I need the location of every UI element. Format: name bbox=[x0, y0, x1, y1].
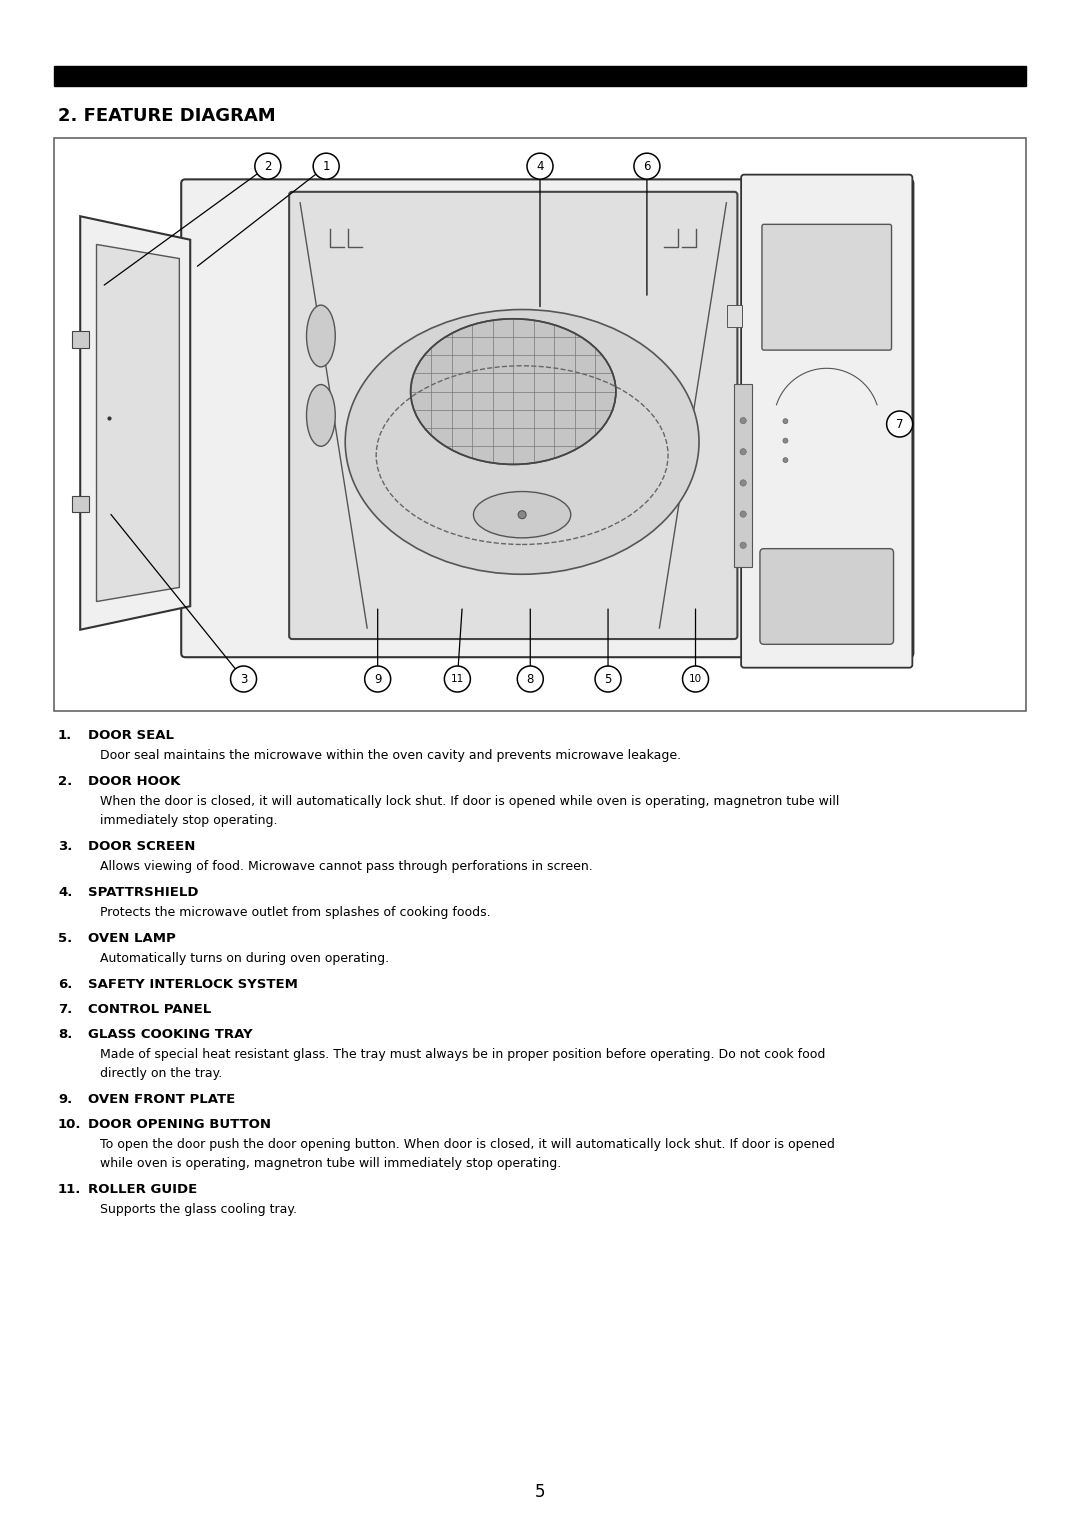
Bar bbox=[54, 138, 1026, 711]
Text: 6: 6 bbox=[644, 159, 650, 173]
Text: 11: 11 bbox=[450, 674, 464, 685]
Circle shape bbox=[740, 510, 746, 518]
Text: GLASS COOKING TRAY: GLASS COOKING TRAY bbox=[87, 1027, 253, 1041]
Text: When the door is closed, it will automatically lock shut. If door is opened whil: When the door is closed, it will automat… bbox=[100, 795, 839, 807]
Text: CONTROL PANEL: CONTROL PANEL bbox=[87, 1002, 212, 1016]
Text: while oven is operating, magnetron tube will immediately stop operating.: while oven is operating, magnetron tube … bbox=[100, 1157, 562, 1169]
Text: 7.: 7. bbox=[58, 1002, 72, 1016]
Bar bbox=[71, 495, 89, 512]
Text: 4.: 4. bbox=[58, 886, 72, 898]
Ellipse shape bbox=[410, 319, 616, 465]
Circle shape bbox=[595, 666, 621, 692]
FancyBboxPatch shape bbox=[181, 179, 914, 657]
Circle shape bbox=[887, 411, 913, 437]
Text: directly on the tray.: directly on the tray. bbox=[100, 1067, 222, 1079]
Text: immediately stop operating.: immediately stop operating. bbox=[100, 813, 278, 827]
Circle shape bbox=[527, 153, 553, 179]
Ellipse shape bbox=[307, 306, 335, 367]
FancyBboxPatch shape bbox=[741, 174, 913, 668]
Text: 1.: 1. bbox=[58, 729, 72, 741]
Circle shape bbox=[783, 419, 788, 423]
Ellipse shape bbox=[307, 385, 335, 446]
Circle shape bbox=[313, 153, 339, 179]
Text: 9: 9 bbox=[374, 672, 381, 686]
Circle shape bbox=[230, 666, 257, 692]
Text: 5: 5 bbox=[535, 1484, 545, 1500]
Text: Supports the glass cooling tray.: Supports the glass cooling tray. bbox=[100, 1203, 297, 1215]
Text: 5.: 5. bbox=[58, 932, 72, 944]
Bar bbox=[727, 304, 742, 327]
Text: 10.: 10. bbox=[58, 1117, 81, 1131]
Circle shape bbox=[740, 417, 746, 423]
Circle shape bbox=[255, 153, 281, 179]
Text: 4: 4 bbox=[537, 159, 543, 173]
FancyBboxPatch shape bbox=[289, 193, 738, 639]
Circle shape bbox=[444, 666, 471, 692]
Text: SAFETY INTERLOCK SYSTEM: SAFETY INTERLOCK SYSTEM bbox=[87, 978, 298, 990]
Bar bbox=[734, 384, 752, 567]
Bar bbox=[54, 66, 1026, 86]
Circle shape bbox=[740, 449, 746, 455]
Text: 7: 7 bbox=[896, 417, 903, 431]
Text: OVEN FRONT PLATE: OVEN FRONT PLATE bbox=[87, 1093, 235, 1106]
Text: DOOR SEAL: DOOR SEAL bbox=[87, 729, 174, 741]
Text: DOOR HOOK: DOOR HOOK bbox=[87, 775, 180, 787]
Text: Allows viewing of food. Microwave cannot pass through perforations in screen.: Allows viewing of food. Microwave cannot… bbox=[100, 860, 593, 872]
Text: Automatically turns on during oven operating.: Automatically turns on during oven opera… bbox=[100, 952, 389, 964]
Circle shape bbox=[518, 510, 526, 518]
Text: 3.: 3. bbox=[58, 839, 72, 853]
Text: 6.: 6. bbox=[58, 978, 72, 990]
Text: 5: 5 bbox=[605, 672, 611, 686]
Circle shape bbox=[365, 666, 391, 692]
Text: 8: 8 bbox=[527, 672, 534, 686]
Circle shape bbox=[517, 666, 543, 692]
Circle shape bbox=[740, 480, 746, 486]
Text: 2. FEATURE DIAGRAM: 2. FEATURE DIAGRAM bbox=[58, 107, 275, 125]
Text: SPATTRSHIELD: SPATTRSHIELD bbox=[87, 886, 199, 898]
Text: 1: 1 bbox=[323, 159, 329, 173]
Text: 2: 2 bbox=[265, 159, 271, 173]
FancyBboxPatch shape bbox=[762, 225, 891, 350]
Polygon shape bbox=[80, 217, 190, 630]
Polygon shape bbox=[96, 244, 179, 602]
Text: Made of special heat resistant glass. The tray must always be in proper position: Made of special heat resistant glass. Th… bbox=[100, 1048, 825, 1060]
Text: 2.: 2. bbox=[58, 775, 72, 787]
Circle shape bbox=[683, 666, 708, 692]
Ellipse shape bbox=[346, 310, 699, 575]
FancyBboxPatch shape bbox=[760, 549, 893, 645]
Text: 3: 3 bbox=[240, 672, 247, 686]
Text: 10: 10 bbox=[689, 674, 702, 685]
Text: DOOR SCREEN: DOOR SCREEN bbox=[87, 839, 195, 853]
Circle shape bbox=[634, 153, 660, 179]
Text: DOOR OPENING BUTTON: DOOR OPENING BUTTON bbox=[87, 1117, 271, 1131]
Text: ROLLER GUIDE: ROLLER GUIDE bbox=[87, 1183, 198, 1195]
Text: OVEN LAMP: OVEN LAMP bbox=[87, 932, 176, 944]
Circle shape bbox=[740, 542, 746, 549]
Ellipse shape bbox=[473, 492, 570, 538]
Circle shape bbox=[783, 439, 788, 443]
Circle shape bbox=[783, 457, 788, 463]
Text: 8.: 8. bbox=[58, 1027, 72, 1041]
Text: Protects the microwave outlet from splashes of cooking foods.: Protects the microwave outlet from splas… bbox=[100, 906, 490, 918]
Text: To open the door push the door opening button. When door is closed, it will auto: To open the door push the door opening b… bbox=[100, 1137, 835, 1151]
Text: 9.: 9. bbox=[58, 1093, 72, 1106]
Text: 11.: 11. bbox=[58, 1183, 81, 1195]
Bar bbox=[71, 332, 89, 348]
Text: Door seal maintains the microwave within the oven cavity and prevents microwave : Door seal maintains the microwave within… bbox=[100, 749, 681, 761]
